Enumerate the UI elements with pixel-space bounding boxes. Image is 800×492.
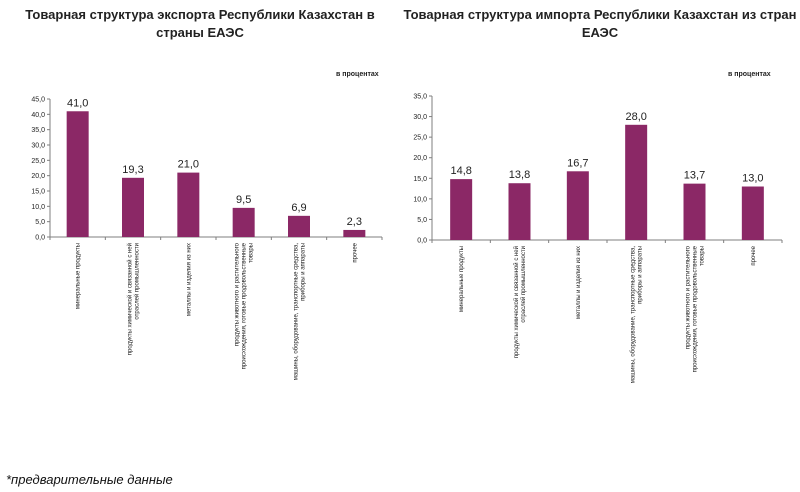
x-category-label-line: происхождения, готовые продовольственные [693, 245, 699, 372]
y-tick-label: 30,0 [413, 114, 427, 121]
y-tick-label: 0,0 [35, 235, 45, 242]
bar [566, 171, 589, 240]
x-category-label-line: продукты химической и связанной с ней [513, 246, 520, 358]
y-tick-label: 10,0 [31, 204, 45, 211]
y-tick-label: 15,0 [413, 176, 427, 183]
x-category-label-line: минеральные продукты [459, 246, 465, 312]
bar [122, 177, 144, 237]
bar-value-label: 41,0 [67, 97, 88, 109]
x-category-label-line: отраслей промышленности [134, 243, 141, 320]
bar-value-label: 16,7 [567, 157, 588, 169]
x-category-label-line: металлы и изделия из них [576, 246, 582, 319]
import-unit-label: в процентах [728, 71, 771, 78]
x-category-label-line: машины, оборудование, транспортные средс… [294, 243, 300, 381]
x-category-label: минеральные продукты [459, 246, 465, 312]
y-tick-label: 20,0 [31, 173, 45, 180]
bar [508, 183, 531, 240]
x-category-label-line: продукты животного и растительного [235, 242, 241, 346]
x-category-label-line: приборы и аппараты [301, 243, 307, 301]
x-category-label: машины, оборудование, транспортные средс… [294, 243, 307, 381]
x-category-label: металлы и изделия из них [576, 246, 582, 319]
bar [66, 111, 89, 237]
x-category-label-line: товары [249, 243, 255, 263]
x-category-label-line: прочее [751, 245, 757, 265]
export-unit-label: в процентах [336, 71, 379, 78]
bar [343, 229, 366, 237]
x-category-label: продукты животного и растительного происх… [686, 245, 706, 372]
export-chart-title: Товарная структура экспорта Республики К… [25, 7, 375, 40]
import-chart-title: Товарная структура импорта Республики Ка… [403, 7, 797, 40]
x-category-label: продукты химической и связанной с ней отр… [127, 243, 141, 355]
bar-value-label: 13,0 [742, 173, 763, 185]
x-category-label: прочее [751, 245, 757, 265]
bar [625, 124, 648, 240]
x-category-label: машины, оборудование, транспортные средс… [631, 246, 644, 384]
y-tick-label: 40,0 [31, 112, 45, 119]
y-tick-label: 5,0 [35, 219, 45, 226]
export-chart-panel: Товарная структура экспорта Республики К… [0, 0, 400, 460]
x-category-label-line: отраслей промышленности [520, 246, 527, 323]
bar [177, 172, 200, 237]
y-tick-label: 10,0 [413, 196, 427, 203]
import-bar-chart: 0,0 5,0 10,0 15,0 20,0 25,0 30,0 35,0 14,8 минера… [413, 94, 783, 384]
y-tick-label: 35,0 [413, 94, 427, 101]
bar-value-label: 14,8 [450, 165, 471, 177]
bar-value-label: 28,0 [625, 111, 646, 123]
bar-value-label: 13,7 [684, 170, 705, 182]
y-tick-label: 35,0 [31, 127, 45, 134]
y-tick-label: 25,0 [413, 135, 427, 142]
x-category-label-line: приборы и аппараты [638, 246, 644, 304]
bar-value-label: 2,3 [347, 216, 362, 228]
x-category-label: продукты химической и связанной с ней отр… [513, 246, 527, 358]
y-tick-label: 20,0 [413, 155, 427, 162]
bar-value-label: 9,5 [236, 194, 251, 206]
bar [683, 183, 706, 240]
y-tick-label: 45,0 [31, 97, 45, 104]
bar [288, 215, 310, 237]
footnote: *предварительные данные [6, 472, 173, 487]
bar [450, 179, 473, 240]
bar [741, 186, 764, 240]
export-bar-chart: 0,0 5,0 10,0 15,0 20,0 25,0 30,0 35,0 40,0 45,0 41… [31, 97, 383, 381]
bar-value-label: 21,0 [178, 159, 199, 171]
x-category-label-line: продукты химической и связанной с ней [127, 243, 134, 355]
y-tick-label: 30,0 [31, 143, 45, 150]
bar-value-label: 19,3 [122, 164, 143, 176]
y-tick-label: 25,0 [31, 158, 45, 165]
y-tick-label: 5,0 [417, 217, 427, 224]
x-category-label: продукты животного и растительного происх… [235, 242, 255, 369]
x-category-label-line: машины, оборудование, транспортные средс… [631, 246, 637, 384]
x-category-label-line: продукты животного и растительного [686, 245, 692, 349]
x-category-label-line: минеральные продукты [76, 243, 82, 309]
bar-value-label: 13,8 [509, 169, 530, 181]
y-tick-label: 0,0 [417, 238, 427, 245]
x-category-label: минеральные продукты [76, 243, 82, 309]
x-category-label-line: металлы и изделия из них [186, 243, 192, 316]
bar-value-label: 6,9 [291, 202, 306, 214]
x-category-label: прочее [352, 242, 358, 262]
import-chart-panel: Товарная структура импорта Республики Ка… [400, 0, 800, 460]
x-category-label: металлы и изделия из них [186, 243, 192, 316]
bar [232, 207, 255, 237]
x-category-label-line: прочее [352, 242, 358, 262]
y-tick-label: 15,0 [31, 189, 45, 196]
x-category-label-line: происхождения, готовые продовольственные [242, 242, 248, 369]
x-category-label-line: товары [700, 246, 706, 266]
